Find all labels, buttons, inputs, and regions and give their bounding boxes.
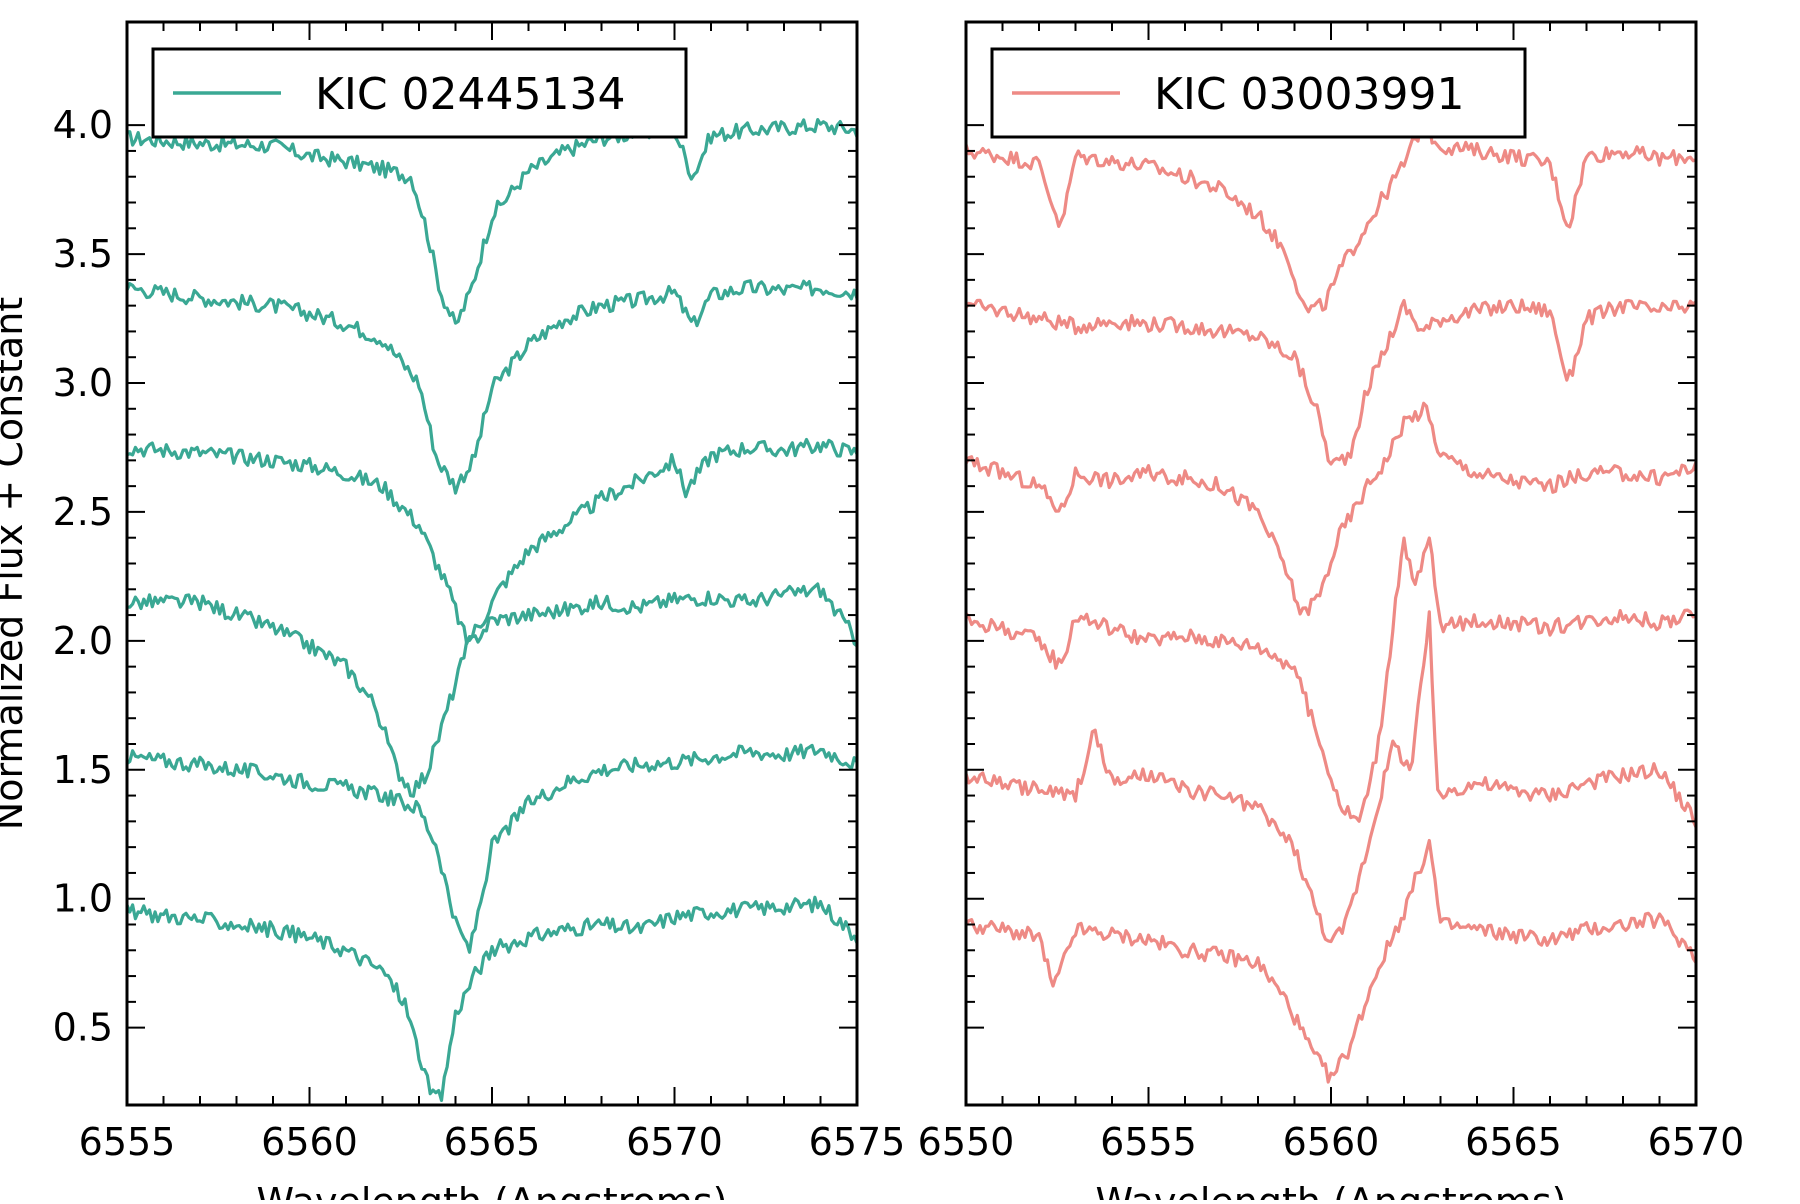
y-tick-label: 0.5 xyxy=(53,1006,113,1050)
spectrum-line-3 xyxy=(126,437,859,646)
spectrum-line-4 xyxy=(126,582,859,798)
x-tick-label: 6565 xyxy=(1465,1120,1562,1164)
spectrum-line-5 xyxy=(126,743,859,954)
spectrum-line-3 xyxy=(964,401,1698,617)
y-axis-label: Normalized Flux + Constant xyxy=(0,297,31,830)
spectrum-line-6 xyxy=(125,895,859,1103)
plot-frame xyxy=(125,20,859,1107)
y-tick-label: 4.0 xyxy=(53,103,113,147)
panel-right: 6550 6555 6560 6565 6570 Wavelength (Angstrom… xyxy=(918,20,1745,1204)
spectrum-line-2 xyxy=(964,298,1698,466)
x-tick-label: 6575 xyxy=(809,1120,906,1164)
spectrum-line-1 xyxy=(964,123,1697,314)
legend-label: KIC 03003991 xyxy=(1154,69,1465,120)
spectrum-line-5 xyxy=(964,610,1698,944)
spectrum-line-6 xyxy=(964,838,1698,1084)
x-tick-label: 6550 xyxy=(918,1120,1015,1164)
x-tick-label: 6560 xyxy=(261,1120,358,1164)
y-tick-label: 3.5 xyxy=(53,232,113,276)
x-axis-label: Wavelength (Angstroms) xyxy=(1096,1180,1567,1200)
y-tick-label: 2.5 xyxy=(53,490,113,534)
y-tick-label: 2.0 xyxy=(53,619,113,663)
legend-label: KIC 02445134 xyxy=(315,69,626,120)
x-tick-label: 6570 xyxy=(626,1120,723,1164)
legend-box xyxy=(151,47,688,139)
x-axis-label: Wavelength (Angstroms) xyxy=(257,1180,728,1200)
x-tick-label: 6570 xyxy=(1648,1120,1745,1164)
panel-left: 6555 6560 6565 6570 6575 0.5 1.0 1.5 2.0 2.5 3.0 3.… xyxy=(0,20,906,1204)
spectrum-line-4 xyxy=(964,536,1697,823)
x-tick-label: 6565 xyxy=(444,1120,541,1164)
spectrum-line-2 xyxy=(125,279,859,495)
y-tick-label: 1.0 xyxy=(53,877,113,921)
x-tick-label: 6555 xyxy=(1100,1120,1197,1164)
y-tick-label: 1.5 xyxy=(53,748,113,792)
y-tick-label: 3.0 xyxy=(53,361,113,405)
x-tick-label: 6560 xyxy=(1283,1120,1380,1164)
x-tick-label: 6555 xyxy=(79,1120,176,1164)
spectrum-line-1 xyxy=(126,117,859,325)
